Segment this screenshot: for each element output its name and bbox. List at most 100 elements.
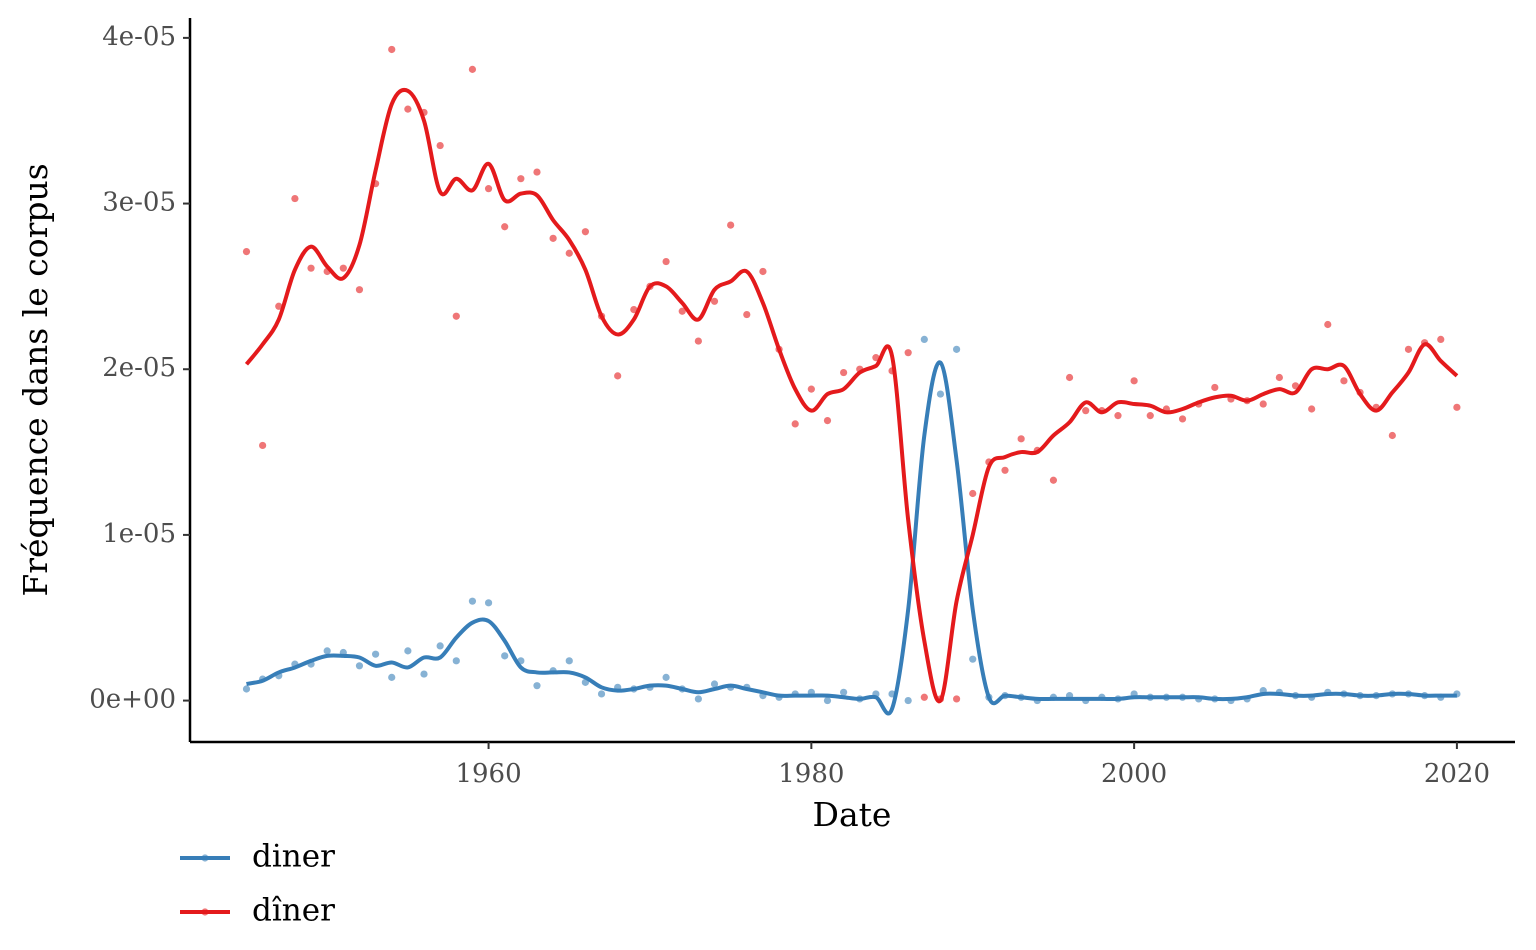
data-point [1275, 373, 1283, 382]
data-point [1178, 415, 1187, 423]
data-point [1130, 377, 1138, 385]
smooth-line [244, 87, 1459, 704]
data-point [710, 297, 719, 305]
data-point [404, 647, 412, 655]
data-point [549, 234, 557, 242]
data-point [533, 682, 541, 690]
data-point [259, 441, 267, 450]
data-point [630, 305, 638, 314]
data-point [533, 168, 541, 176]
data-point [597, 690, 606, 698]
y-tick-label: 3e-05 [102, 188, 176, 218]
x-tick-label: 1980 [778, 759, 844, 789]
legend-label: diner [252, 839, 335, 875]
data-point [694, 337, 702, 345]
data-point [1065, 373, 1074, 382]
data-point [1453, 403, 1461, 411]
data-point [242, 248, 251, 256]
data-point [565, 249, 573, 257]
data-point [1017, 435, 1025, 443]
data-point [1001, 466, 1009, 474]
data-point [371, 650, 380, 658]
data-point [969, 655, 977, 663]
data-point [468, 65, 477, 73]
legend-label: dîner [252, 893, 335, 929]
data-point [1437, 335, 1445, 344]
smooth-line [246, 360, 1457, 716]
data-point [452, 657, 460, 665]
data-point [1114, 412, 1122, 420]
data-point [468, 597, 477, 605]
data-point [920, 693, 928, 701]
data-point [388, 45, 396, 54]
data-point [823, 696, 832, 705]
x-tick-label: 2000 [1101, 759, 1167, 789]
data-point [904, 349, 912, 357]
data-point [662, 257, 670, 266]
data-point [501, 652, 509, 660]
data-point [678, 307, 686, 315]
data-point [339, 264, 347, 272]
data-point [1324, 320, 1332, 329]
data-point [710, 680, 719, 688]
y-tick-label: 1e-05 [102, 519, 176, 549]
data-point [1082, 407, 1090, 415]
data-point [1404, 345, 1413, 353]
data-point [904, 696, 912, 705]
legend-key-point [201, 854, 209, 862]
data-point [1259, 400, 1267, 408]
data-point [791, 420, 799, 428]
data-point [743, 310, 751, 319]
data-point [436, 141, 444, 150]
data-point [452, 312, 460, 320]
data-point [355, 286, 364, 294]
data-point [1146, 412, 1154, 420]
data-point [517, 175, 525, 183]
data-point [920, 335, 928, 344]
data-point [1049, 476, 1058, 484]
y-tick-label: 2e-05 [102, 353, 176, 383]
y-axis-title: Fréquence dans le corpus [16, 163, 55, 596]
data-point [840, 688, 848, 696]
data-point [694, 695, 702, 703]
x-tick-label: 1960 [455, 759, 521, 789]
data-point [275, 302, 283, 310]
data-point [1211, 383, 1219, 392]
data-point [872, 354, 880, 362]
data-point [484, 185, 493, 193]
data-point [242, 685, 251, 693]
data-point [388, 673, 396, 681]
data-point [807, 385, 815, 393]
data-point [307, 264, 315, 272]
y-tick-label: 4e-05 [102, 22, 176, 52]
data-point [1340, 377, 1348, 385]
x-axis-title: Date [813, 795, 892, 834]
data-point [436, 642, 444, 650]
data-point [662, 673, 670, 681]
data-point [952, 695, 961, 703]
data-point [969, 489, 977, 498]
data-point [501, 223, 509, 231]
data-point [840, 368, 848, 377]
data-point [404, 105, 412, 113]
data-point [565, 657, 573, 665]
data-point [1388, 431, 1396, 440]
data-point [614, 372, 622, 380]
data-point [355, 662, 364, 670]
data-point [936, 390, 945, 398]
data-point [759, 267, 767, 276]
data-point [1308, 405, 1316, 413]
data-point [323, 647, 331, 655]
data-point [727, 221, 735, 229]
data-point [420, 670, 428, 678]
data-point [581, 228, 590, 236]
data-point [291, 194, 299, 203]
legend-key-point [201, 908, 209, 916]
data-point [952, 345, 961, 353]
data-point [484, 599, 493, 607]
data-point [823, 416, 832, 425]
x-tick-label: 2020 [1424, 759, 1490, 789]
y-tick-label: 0e+00 [89, 685, 176, 715]
